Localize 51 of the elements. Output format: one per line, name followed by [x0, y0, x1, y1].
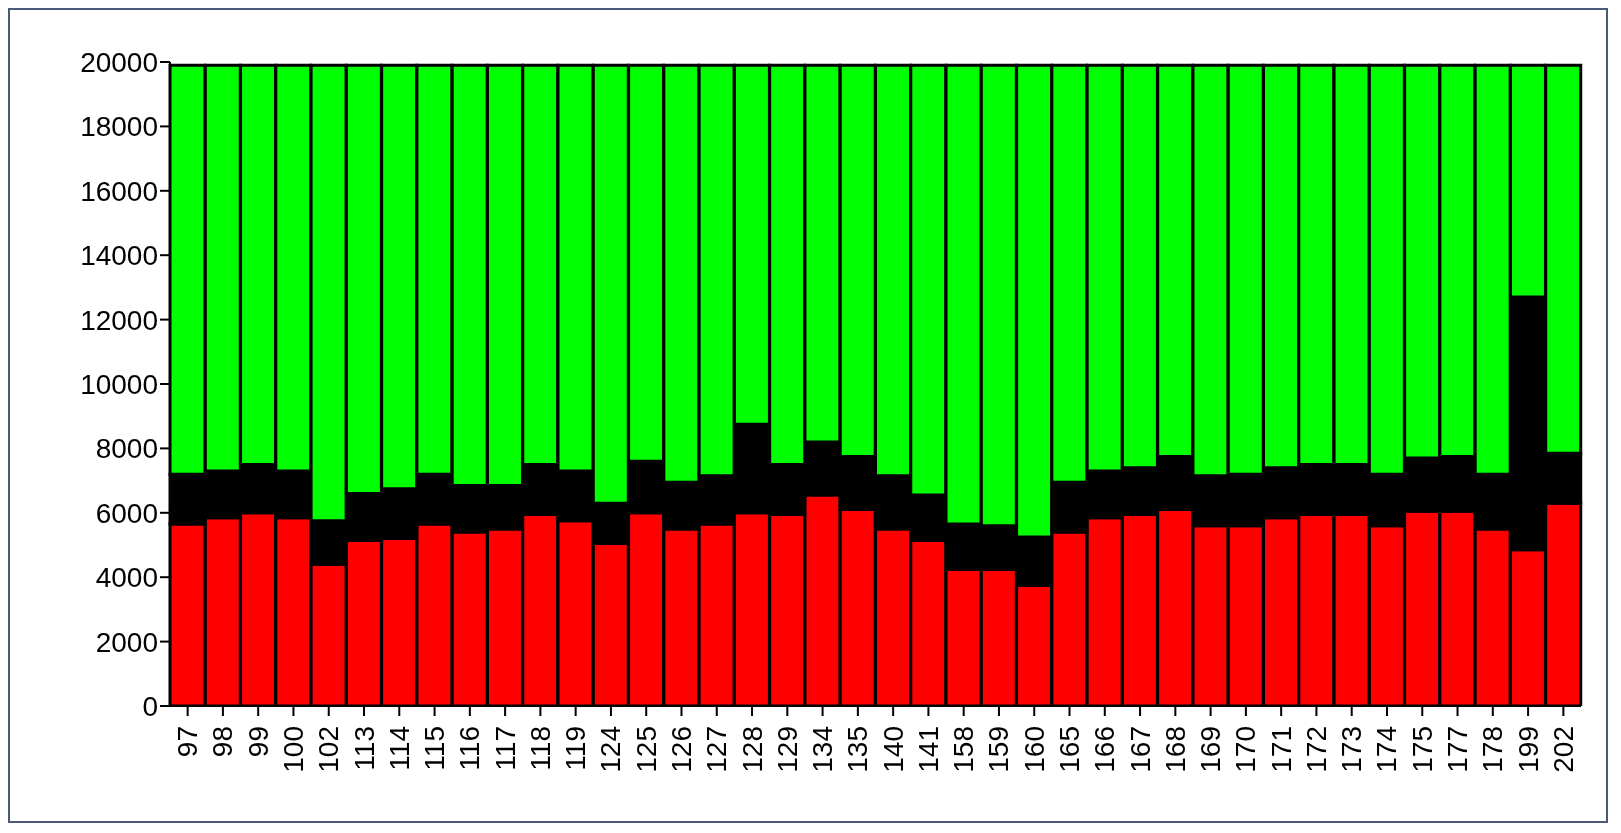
y-tick-label: 0: [142, 690, 158, 722]
x-tick-label: 171: [1265, 726, 1297, 773]
y-tick-label: 18000: [80, 111, 158, 143]
x-tick-label: 178: [1477, 726, 1509, 773]
x-tick-label: 140: [877, 726, 909, 773]
x-tick-label: 100: [277, 726, 309, 773]
x-tick-label: 129: [771, 726, 803, 773]
x-tick-label: 170: [1230, 726, 1262, 773]
x-tick-label: 141: [912, 726, 944, 773]
x-tick-label: 167: [1124, 726, 1156, 773]
x-tick-label: 134: [807, 726, 839, 773]
y-tick-label: 10000: [80, 368, 158, 400]
x-tick-label: 125: [630, 726, 662, 773]
x-tick-label: 127: [701, 726, 733, 773]
y-tick-label: 8000: [95, 433, 158, 465]
x-tick-label: 169: [1195, 726, 1227, 773]
x-tick-label: 116: [454, 726, 486, 771]
x-tick-label: 135: [842, 726, 874, 773]
x-tick-label: 102: [313, 726, 345, 773]
x-tick-label: 174: [1371, 726, 1403, 773]
x-tick-label: 165: [1054, 726, 1086, 773]
y-tick-label: 16000: [80, 175, 158, 207]
x-tick-label: 177: [1442, 726, 1474, 773]
x-tick-label: 168: [1159, 726, 1191, 773]
x-tick-label: 159: [983, 726, 1015, 773]
x-tick-label: 114: [383, 726, 415, 771]
x-tick-label: 99: [242, 726, 274, 758]
x-tick-label: 97: [172, 726, 204, 758]
y-tick-label: 2000: [95, 626, 158, 658]
x-tick-label: 124: [595, 726, 627, 773]
x-tick-label: 115: [419, 726, 451, 771]
y-tick-label: 12000: [80, 304, 158, 336]
x-tick-label: 172: [1300, 726, 1332, 773]
x-tick-label: 160: [1018, 726, 1050, 773]
x-tick-label: 118: [524, 726, 556, 771]
x-tick-label: 166: [1089, 726, 1121, 773]
x-tick-label: 119: [560, 726, 592, 771]
x-tick-label: 173: [1336, 726, 1368, 773]
x-tick-label: 158: [948, 726, 980, 773]
y-tick-label: 6000: [95, 497, 158, 529]
x-tick-label: 202: [1547, 726, 1579, 773]
y-tick-label: 20000: [80, 46, 158, 78]
x-tick-label: 113: [348, 726, 380, 771]
y-tick-label: 4000: [95, 562, 158, 594]
x-tick-label: 199: [1512, 726, 1544, 773]
x-tick-label: 117: [489, 726, 521, 771]
x-tick-label: 175: [1406, 726, 1438, 773]
x-tick-label: 126: [665, 726, 697, 773]
y-tick-label: 14000: [80, 240, 158, 272]
x-tick-label: 128: [736, 726, 768, 773]
x-tick-label: 98: [207, 726, 239, 758]
